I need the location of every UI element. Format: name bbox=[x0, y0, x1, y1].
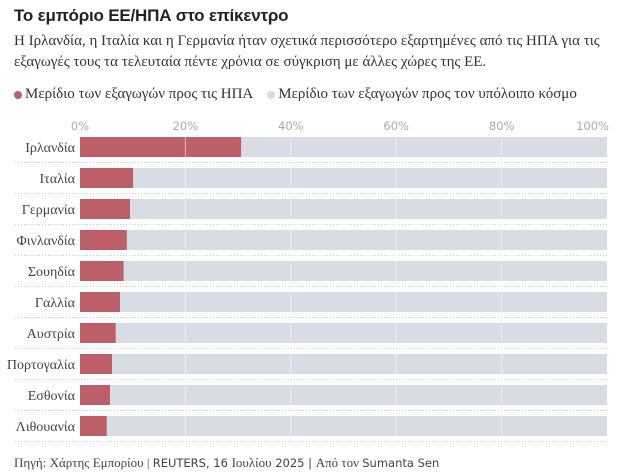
legend-item-us: Μερίδιο των εξαγωγών προς τις ΗΠΑ bbox=[14, 86, 253, 103]
x-tick-label: 60% bbox=[383, 119, 409, 133]
bar-rest bbox=[115, 323, 607, 343]
legend-item-rest: Μερίδιο των εξαγωγών προς τον υπόλοιπο κ… bbox=[267, 86, 577, 103]
bar-us bbox=[80, 261, 124, 281]
source-author: Sumanta Sen bbox=[362, 456, 440, 470]
bar-rest bbox=[112, 354, 607, 374]
bar-rest bbox=[126, 230, 607, 250]
category-label: Λιθουανία bbox=[16, 420, 76, 435]
bar-us bbox=[80, 199, 131, 219]
category-label: Εσθονία bbox=[28, 389, 76, 404]
legend-swatch-us bbox=[14, 90, 22, 99]
bar-us bbox=[80, 323, 116, 343]
legend-label-us: Μερίδιο των εξαγωγών προς τις ΗΠΑ bbox=[25, 86, 254, 102]
legend-label-rest: Μερίδιο των εξαγωγών προς τον υπόλοιπο κ… bbox=[278, 86, 577, 102]
category-label: Γερμανία bbox=[22, 203, 76, 218]
x-tick-label: 0% bbox=[71, 119, 89, 133]
category-label: Αυστρία bbox=[27, 327, 76, 342]
x-tick-label: 100% bbox=[576, 119, 609, 133]
legend: Μερίδιο των εξαγωγών προς τις ΗΠΑ Μερίδι… bbox=[14, 86, 591, 103]
bar-us bbox=[80, 137, 242, 157]
source-year: 2025 | bbox=[271, 456, 316, 470]
x-tick-label: 40% bbox=[278, 119, 304, 133]
legend-swatch-rest bbox=[267, 90, 276, 99]
x-tick-label: 80% bbox=[489, 119, 515, 133]
bar-us bbox=[80, 230, 127, 250]
bar-us bbox=[80, 354, 113, 374]
category-label: Ιρλανδία bbox=[25, 141, 75, 156]
bar-rest bbox=[241, 137, 607, 157]
bar-rest bbox=[120, 292, 607, 312]
source-month: Ιουλίου bbox=[231, 455, 272, 470]
bar-us bbox=[80, 416, 107, 436]
bar-rest bbox=[130, 199, 607, 219]
category-label: Σουηδία bbox=[28, 265, 76, 280]
bar-rest bbox=[133, 168, 608, 188]
category-label: Πορτογαλία bbox=[7, 358, 76, 373]
bar-us bbox=[80, 168, 134, 188]
source-agency: REUTERS, 16 bbox=[152, 456, 232, 470]
x-tick-label: 20% bbox=[173, 119, 199, 133]
bar-us bbox=[80, 385, 111, 405]
source-author-prefix: Από τον bbox=[315, 455, 363, 470]
chart-title: Το εμπόριο ΕΕ/ΗΠΑ στο επίκεντρο bbox=[14, 6, 289, 25]
category-label: Φινλανδία bbox=[17, 234, 76, 249]
category-label: Ιταλία bbox=[39, 172, 75, 187]
category-label: Γαλλία bbox=[35, 296, 76, 311]
bar-rest bbox=[123, 261, 607, 281]
bar-rest bbox=[106, 416, 607, 436]
bar-us bbox=[80, 292, 121, 312]
source-line: Πηγή: Χάρτης Εμπορίου | REUTERS, 16 Ιουλ… bbox=[14, 455, 439, 471]
source-prefix: Πηγή: Χάρτης Εμπορίου | bbox=[14, 455, 153, 470]
chart-subtitle: Η Ιρλανδία, η Ιταλία και η Γερμανία ήταν… bbox=[14, 33, 600, 70]
bar-rest bbox=[110, 385, 607, 405]
